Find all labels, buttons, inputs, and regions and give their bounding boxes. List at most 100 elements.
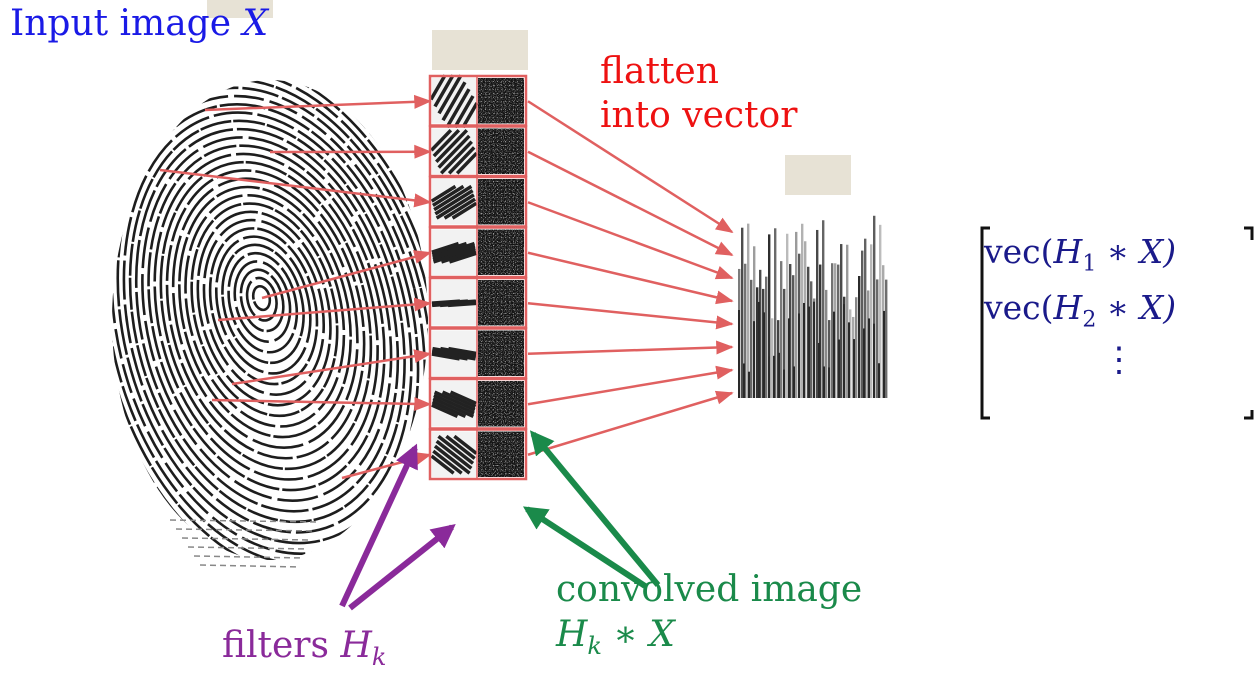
vector-bar-dark (748, 371, 750, 398)
filter-stripe (447, 299, 478, 308)
vector-bar (783, 288, 786, 398)
fingerprint-ridge (159, 160, 373, 471)
vector-bar-dark (788, 318, 790, 398)
fingerprint-ridge (196, 210, 332, 407)
output-arrow (527, 100, 734, 234)
input-to-filter-arrows (159, 94, 432, 480)
vector-bar-dark (883, 310, 885, 398)
fingerprint-ridge (134, 127, 400, 513)
output-arrow (527, 201, 734, 280)
vector-bar (819, 264, 822, 398)
vector-bar (756, 287, 759, 398)
filter-stripe (453, 84, 487, 129)
vector-bar-dark (823, 366, 825, 398)
output-arrow (527, 365, 734, 406)
convolved-expression: Hk ∗ X (556, 614, 675, 661)
fingerprint-texture (175, 528, 317, 532)
filter-stripe (443, 184, 487, 220)
convolved-image-label: convolved image Hk ∗ X (556, 567, 862, 662)
fingerprint-texture (193, 555, 305, 559)
filter-stripe (425, 241, 482, 264)
vector-bar-dark (793, 366, 795, 398)
fingerprint-ridge (122, 111, 413, 534)
vector-bar-dark (778, 352, 780, 398)
convolved-noise (478, 179, 524, 225)
vector-bar-dark (818, 342, 820, 398)
vector-bar-dark (813, 301, 815, 398)
vector-bar (759, 269, 762, 398)
fingerprint-ridge (171, 177, 359, 449)
filters-arrow-2 (348, 524, 456, 611)
input-arrow (231, 349, 432, 386)
vector-row-2: vec(H2 ∗ X) (984, 288, 1177, 333)
placeholder-box-right (785, 155, 851, 195)
filter-stripe (423, 390, 467, 419)
fingerprint-ridge (128, 119, 406, 524)
vector-bar (876, 279, 879, 398)
fingerprint-texture (199, 564, 301, 568)
vector-bar-dark (763, 312, 765, 398)
vector-bar (750, 279, 753, 398)
vector-bar (879, 224, 882, 398)
vector-bar (849, 309, 852, 398)
input-image-label: Input image X (10, 3, 269, 44)
filter-pair (419, 175, 528, 228)
vector-bar (816, 229, 819, 398)
output-arrow (527, 150, 734, 257)
filter-stripe (427, 184, 481, 220)
filter-stripe (429, 434, 479, 475)
fingerprint-ridge (251, 284, 272, 312)
input-arrow (217, 297, 432, 322)
output-arrow (527, 302, 734, 330)
filter-stripe (425, 241, 468, 264)
vector-bar-dark (843, 304, 845, 398)
vector-right-bracket-bottom (1244, 410, 1254, 420)
fingerprint-ridge (153, 152, 379, 481)
fingerprint-ridge (208, 227, 319, 386)
vector-bar-dark (743, 363, 745, 398)
input-arrow (159, 168, 432, 208)
vector-bar (810, 281, 813, 398)
convolved-arrow-1 (529, 430, 661, 587)
vector-bar (792, 275, 795, 398)
vector-bar (822, 220, 825, 398)
fingerprint-ridge (214, 235, 312, 375)
vector-bar (741, 227, 744, 398)
fingerprint-ridge (233, 260, 292, 343)
filter-stripe (437, 74, 471, 129)
vector-bar-dark (758, 301, 760, 398)
vector-bar (795, 231, 798, 398)
vector-bar (744, 263, 747, 398)
vector-bar-dark (858, 305, 860, 398)
filter-pair (417, 428, 528, 481)
vector-bar (828, 320, 831, 398)
convolved-noise (478, 431, 524, 477)
fingerprint-texture (187, 546, 309, 550)
vector-bar-dark (833, 311, 835, 398)
input-arrow (261, 250, 432, 300)
vector-bar-dark (853, 339, 855, 398)
vector-right-bracket-top (1244, 226, 1254, 240)
convolved-noise (478, 229, 524, 275)
vector-bar (747, 223, 750, 398)
vector-bar-dark (738, 310, 740, 398)
fingerprint-ridge (202, 218, 326, 396)
fingerprint-ridge (190, 202, 339, 418)
vector-bar (831, 263, 834, 398)
convolved-noise (478, 381, 524, 427)
vector-bar (801, 223, 804, 398)
vector-bar-dark (768, 356, 770, 398)
fingerprint-texture (169, 519, 321, 523)
filter-pair (424, 226, 528, 279)
fingerprint-ridge (221, 243, 305, 365)
vector-bar (765, 276, 768, 398)
filter-stripe (441, 390, 485, 419)
filter-stripe (421, 74, 455, 118)
fingerprint-ridge (165, 169, 366, 460)
convolved-noise (478, 128, 524, 174)
convolved-arrow-2 (522, 506, 647, 589)
fingerprint-ridge (116, 103, 420, 545)
vector-expression: vec(H1 ∗ X) vec(H2 ∗ X) ⋮ (972, 212, 1260, 424)
fingerprint-ridge (245, 276, 278, 322)
